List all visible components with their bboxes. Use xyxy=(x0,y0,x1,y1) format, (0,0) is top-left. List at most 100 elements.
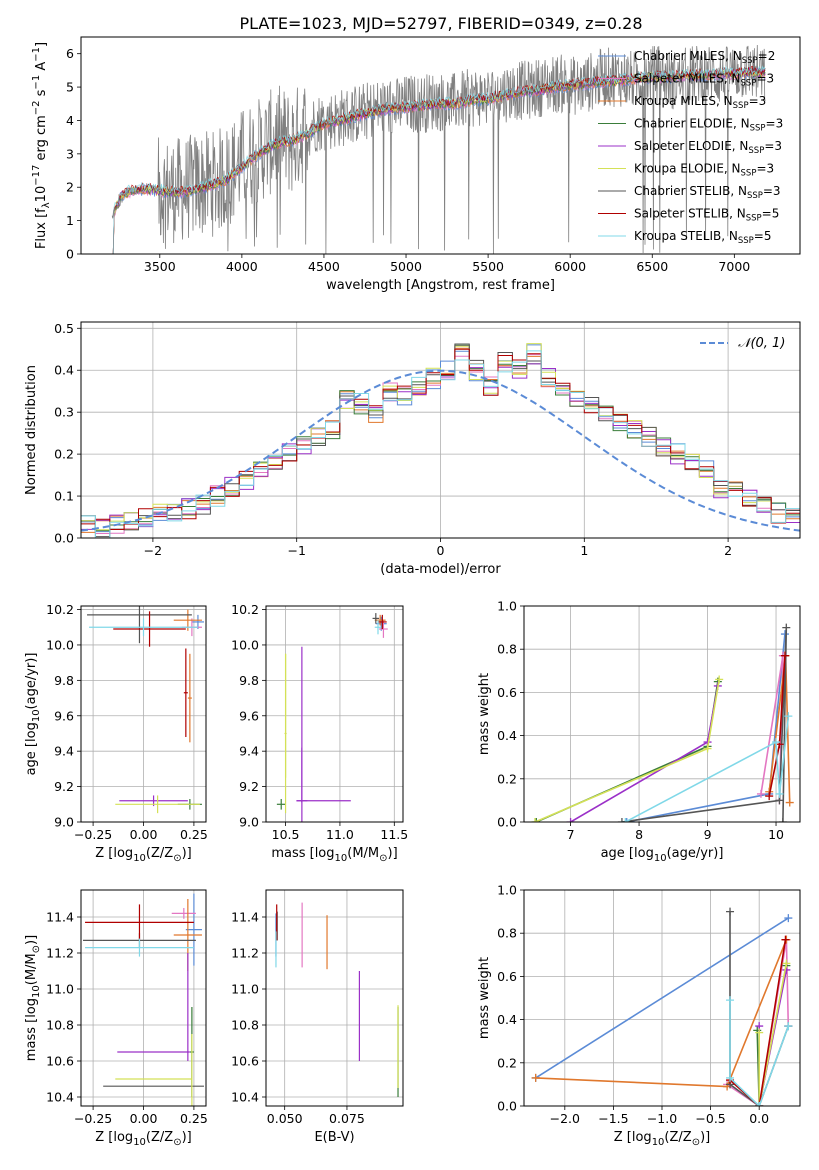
mass-weight-marker xyxy=(703,744,712,753)
legend-sub: SSP xyxy=(742,56,758,66)
y-tick-label: 0.6 xyxy=(497,685,517,700)
mass-weight-marker xyxy=(784,712,793,721)
y-tick-label: 9.0 xyxy=(54,815,74,830)
x-axis-label-part: 10 xyxy=(133,853,146,864)
mass-weight-marker xyxy=(726,907,735,916)
y-axis-label-part: (M/M xyxy=(24,953,39,985)
x-axis-label-part: )] xyxy=(388,846,398,861)
mass-weight-marker xyxy=(781,935,790,944)
error-bar xyxy=(87,606,192,644)
error-bar xyxy=(374,614,386,626)
x-tick-label: 2 xyxy=(724,543,732,558)
legend-entry: 𝒩(0, 1) xyxy=(738,336,785,351)
y-tick-label: 0.0 xyxy=(497,815,517,830)
x-tick-label: 0.25 xyxy=(180,827,208,842)
error-bar xyxy=(171,908,196,919)
mass-weight-marker xyxy=(617,818,626,822)
plot-area xyxy=(111,44,766,254)
y-tick-label: 0.8 xyxy=(497,642,517,657)
y-tick-label: 0.2 xyxy=(497,771,517,786)
y-tick-label: 10.6 xyxy=(231,1054,259,1069)
legend-sub: SSP xyxy=(741,169,757,179)
legend-entry: Kroupa MILES, NSSP=3 xyxy=(634,94,766,111)
x-axis-label: Z [log10(Z/Z⊙)] xyxy=(95,1130,191,1148)
ticks: 0.050 0.075 10.4 10.6 10.8 11.0 11.2 11.4 xyxy=(231,910,365,1127)
mass-weight-line xyxy=(535,939,788,1088)
plot-area xyxy=(83,893,204,1106)
x-tick-label: 4500 xyxy=(308,259,340,274)
error-bar xyxy=(379,620,388,638)
axes-frame xyxy=(80,889,207,1107)
x-axis-label: Z [log10(Z/Z⊙)] xyxy=(614,1130,710,1148)
legend-entry: Chabrier ELODIE, NSSP=3 xyxy=(634,117,783,134)
mass-weight-marker xyxy=(780,630,789,639)
y-tick-label: 0.0 xyxy=(54,531,74,546)
panel-mass-vs-EBV: 0.050 0.075 10.4 10.6 10.8 11.0 11.2 11.4 E(B-V) xyxy=(231,889,404,1145)
y-axis-label: mass [log10(M/M⊙)] xyxy=(24,935,42,1061)
x-axis-label-part: (age/yr)] xyxy=(667,846,724,861)
y-axis-label: Flux [fλ10−17 erg cm−2 s−1 A−1] xyxy=(31,42,52,249)
x-axis-label-part: 10 xyxy=(335,853,348,864)
y-axis-label: age [log10(age/yr)] xyxy=(24,653,42,776)
x-tick-label: 7000 xyxy=(718,259,750,274)
ticks: −0.25 0.00 0.25 9.0 9.2 9.4 9.6 9.8 10.0 10.2 xyxy=(46,602,208,842)
x-tick-label: 5500 xyxy=(472,259,504,274)
error-bar xyxy=(85,938,194,957)
mass-weight-line xyxy=(535,917,789,1079)
x-tick-label: 0.00 xyxy=(130,1111,158,1126)
y-axis-label-part: ⊙ xyxy=(31,945,42,953)
legend-sub: SSP xyxy=(733,101,749,111)
legend-entry: Salpeter MILES, NSSP=3 xyxy=(634,72,774,89)
x-tick-label: −2.0 xyxy=(550,1111,580,1126)
axes-frame xyxy=(265,605,404,823)
ticks: 3500 4000 4500 5000 5500 6000 6500 7000 0 1 2 3 4 5 6 xyxy=(66,46,750,274)
gridlines xyxy=(266,606,403,823)
x-axis-label-part: mass [log xyxy=(271,846,334,861)
x-axis-label: age [log10(age/yr)] xyxy=(601,846,724,864)
x-axis-label-part: Z [log xyxy=(95,846,133,861)
axes-frame xyxy=(80,36,801,255)
legend-suffix: =3 xyxy=(763,184,781,198)
mass-weight-marker xyxy=(532,818,541,822)
x-tick-label: 6500 xyxy=(636,259,668,274)
x-axis-label: E(B-V) xyxy=(314,1130,354,1145)
mass-weight-line xyxy=(625,716,790,822)
y-axis-label-part: erg cm xyxy=(34,115,49,164)
x-axis-label-part: (Z/Z xyxy=(146,1130,173,1145)
x-axis-label: mass [log10(M/M⊙)] xyxy=(271,846,397,864)
x-tick-label: 0.0 xyxy=(749,1111,769,1126)
y-tick-label: 0.6 xyxy=(497,969,517,984)
x-axis-label-part: )] xyxy=(182,846,192,861)
mass-weight-marker xyxy=(622,818,631,822)
x-tick-label: 5000 xyxy=(390,259,422,274)
error-bar xyxy=(377,614,387,630)
y-tick-label: 1.0 xyxy=(497,599,517,614)
x-tick-label: 10 xyxy=(768,827,784,842)
x-tick-label: 6000 xyxy=(554,259,586,274)
x-axis-label-part: )] xyxy=(700,1130,710,1145)
y-axis-label: mass weight xyxy=(477,957,492,1039)
error-bar xyxy=(89,618,198,637)
y-axis-label-part: (age/yr)] xyxy=(24,653,39,710)
legend-suffix: =3 xyxy=(749,94,767,108)
y-tick-label: 9.4 xyxy=(239,744,259,759)
y-tick-label: 9.0 xyxy=(239,815,259,830)
ticks: −2.0 −1.5 −1.0 −0.5 0.0 0.0 0.2 0.4 0.6 0.8 1.0 xyxy=(497,883,769,1127)
mass-weight-marker xyxy=(784,914,793,923)
mass-weight-marker xyxy=(775,789,784,798)
model-spectrum-line xyxy=(112,65,766,254)
x-tick-label: −1 xyxy=(287,543,305,558)
x-axis-label: (data-model)/error xyxy=(380,562,501,577)
model-spectrum-line xyxy=(112,65,766,254)
x-tick-label: 3500 xyxy=(144,259,176,274)
gridlines xyxy=(524,605,800,823)
y-tick-label: 5 xyxy=(66,80,74,95)
y-tick-label: 10.4 xyxy=(46,1090,74,1105)
error-bar xyxy=(183,648,188,738)
mass-weight-line xyxy=(726,939,790,1106)
y-tick-label: 0 xyxy=(66,247,74,262)
legend-entry: Chabrier STELIB, NSSP=3 xyxy=(634,184,781,201)
